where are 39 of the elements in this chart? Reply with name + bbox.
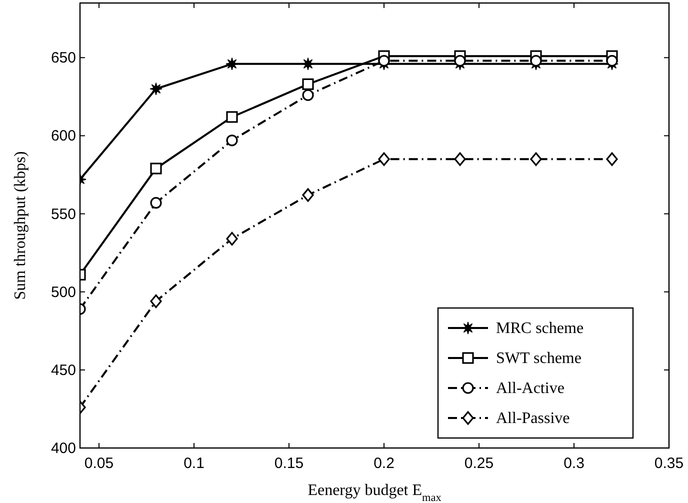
x-tick-label: 0.25 (464, 455, 494, 472)
point (378, 54, 390, 67)
y-tick-label: 500 (50, 284, 76, 301)
point (606, 54, 618, 67)
x-tick-label: 0.1 (184, 455, 204, 472)
point (226, 111, 238, 123)
point (530, 152, 542, 166)
point (454, 54, 466, 67)
point (150, 197, 162, 209)
legend-label: MRC scheme (496, 320, 584, 337)
x-tick-label: 0.05 (84, 455, 114, 472)
y-axis-title: Sum throughput (kbps) (12, 151, 29, 300)
y-tick-label: 400 (50, 440, 76, 457)
point (150, 162, 162, 174)
point (150, 294, 162, 308)
legend-label: All-Passive (496, 410, 570, 427)
y-tick-label: 450 (50, 362, 76, 379)
point (378, 152, 390, 166)
legend-label: All-Active (496, 380, 564, 397)
point (530, 54, 542, 67)
point (226, 134, 238, 146)
point (226, 57, 238, 70)
x-tick-label: 0.3 (564, 455, 584, 472)
legend-label: SWT scheme (496, 350, 582, 367)
x-axis-title: Eenergy budget E$_{max}$ (308, 482, 442, 503)
point (302, 188, 314, 202)
y-tick-label: 600 (50, 128, 76, 145)
point (302, 78, 314, 90)
x-tick-label: 0.15 (274, 455, 304, 472)
x-tick-label: 0.2 (374, 455, 394, 472)
point (302, 57, 314, 70)
y-tick-label: 650 (50, 50, 76, 67)
point (150, 82, 162, 96)
point (454, 152, 466, 166)
y-tick-label: 550 (50, 206, 76, 223)
point (606, 152, 618, 166)
point (226, 232, 238, 246)
x-tick-label: 0.35 (654, 455, 684, 472)
point (302, 89, 314, 101)
